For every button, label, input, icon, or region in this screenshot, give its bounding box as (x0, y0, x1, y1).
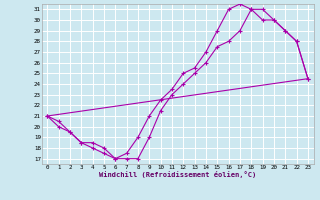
X-axis label: Windchill (Refroidissement éolien,°C): Windchill (Refroidissement éolien,°C) (99, 171, 256, 178)
